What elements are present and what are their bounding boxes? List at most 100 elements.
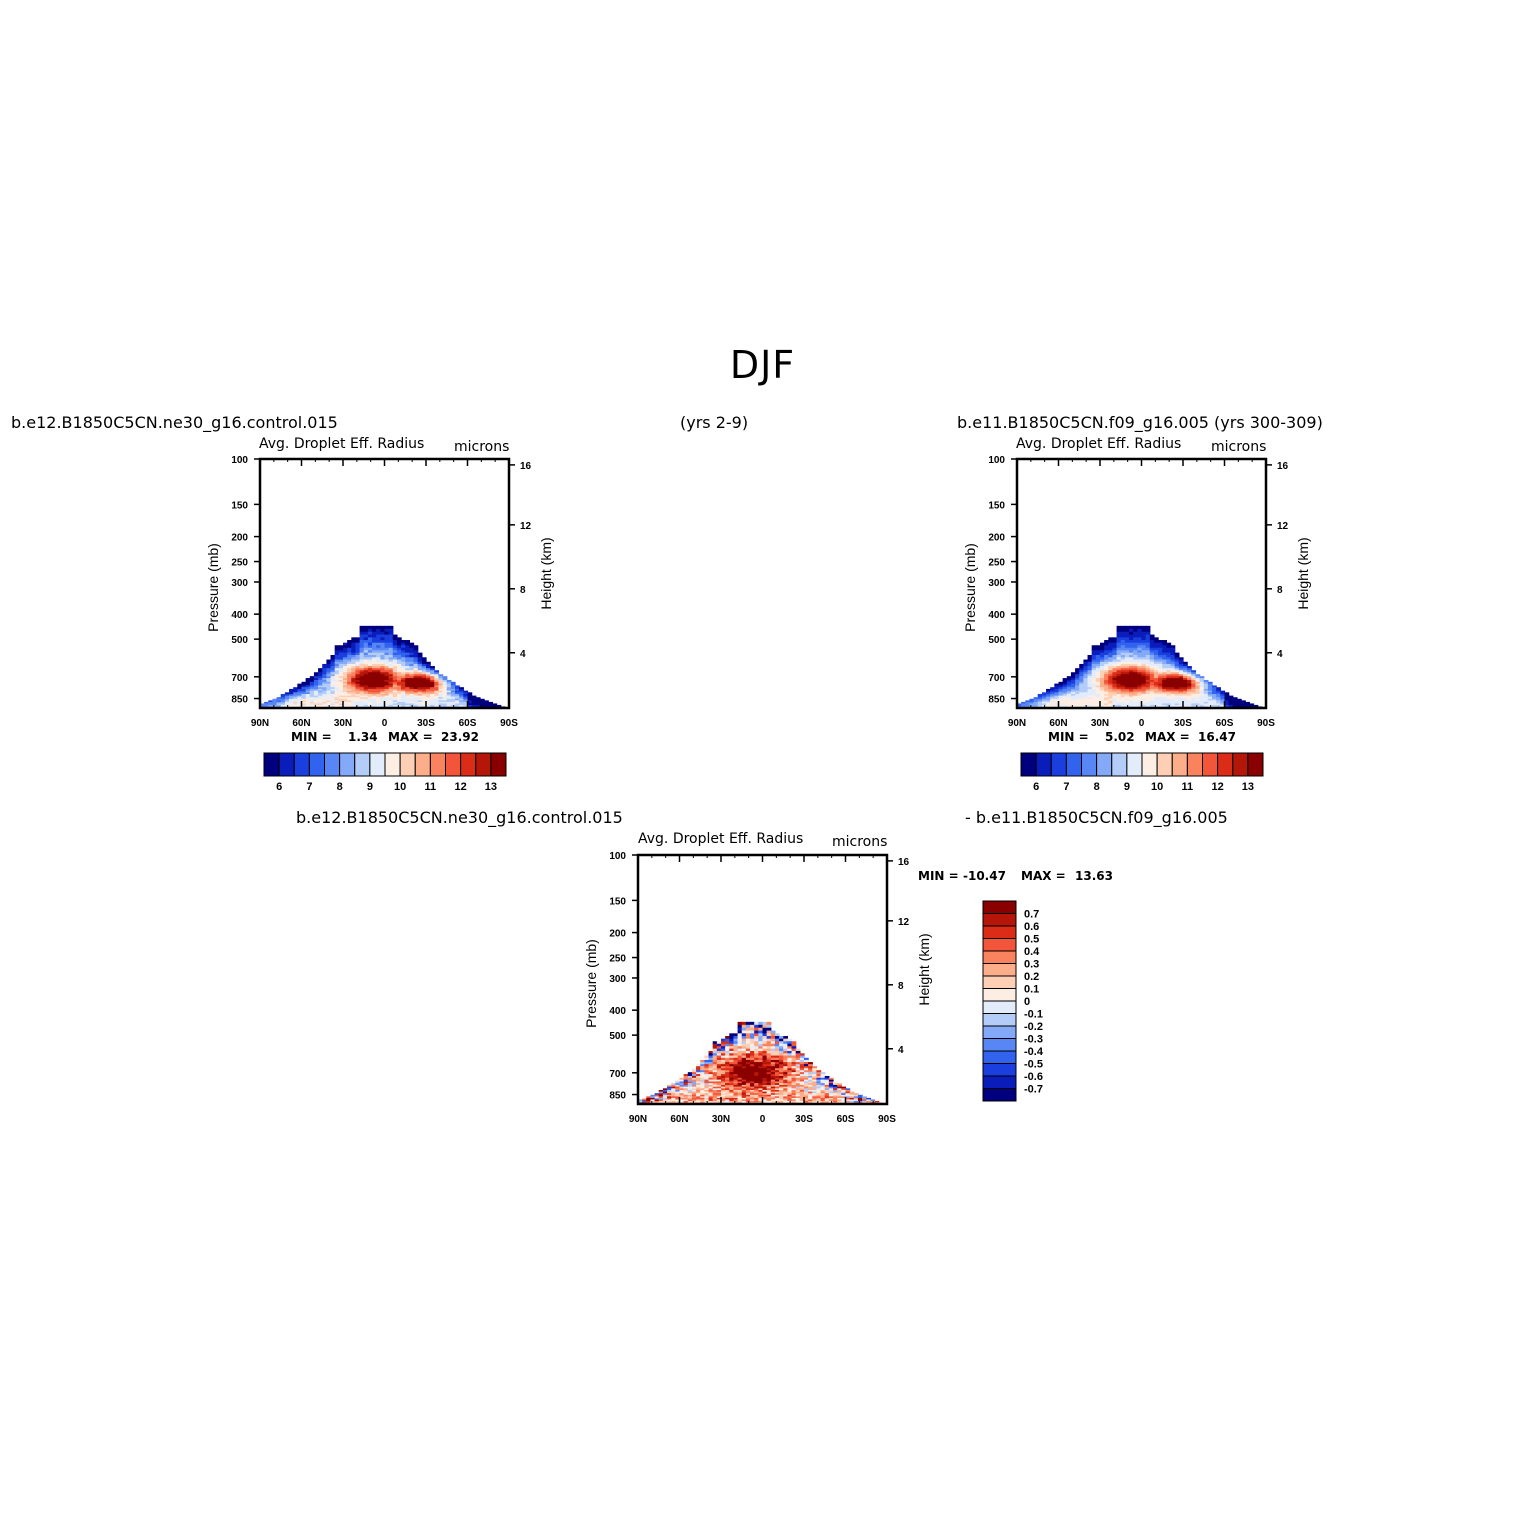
field-cell xyxy=(1050,704,1055,708)
field-cell xyxy=(725,1066,730,1069)
field-cell xyxy=(1166,701,1172,705)
field-cell xyxy=(396,690,402,693)
field-cell xyxy=(301,700,307,703)
field-cell xyxy=(766,1097,772,1101)
field-cell xyxy=(351,687,357,690)
field-cell xyxy=(1104,672,1109,675)
field-cell xyxy=(700,1088,705,1091)
field-cell xyxy=(417,698,423,701)
field-cell xyxy=(1162,700,1167,703)
field-cell xyxy=(396,703,402,706)
field-cell xyxy=(799,1100,805,1104)
field-cell xyxy=(774,1099,780,1102)
field-cell xyxy=(1145,650,1151,654)
field-cell xyxy=(326,700,332,703)
field-cell xyxy=(799,1074,805,1077)
field-cell xyxy=(1070,698,1076,701)
field-cell xyxy=(770,1072,776,1075)
field-cell xyxy=(413,674,419,677)
colorbar-label: -0.4 xyxy=(1024,1046,1044,1058)
field-cell xyxy=(409,687,415,690)
field-cell xyxy=(417,687,423,690)
field-cell xyxy=(305,698,311,701)
field-cell xyxy=(741,1084,747,1088)
field-cell xyxy=(426,679,431,683)
field-cell xyxy=(318,676,323,679)
field-cell xyxy=(330,666,336,669)
x-tick-label: 90N xyxy=(629,1114,647,1125)
field-cell xyxy=(309,693,315,697)
field-cell xyxy=(1166,674,1172,677)
field-cell xyxy=(741,1055,747,1059)
field-cell xyxy=(363,681,369,685)
field-cell xyxy=(745,1083,751,1086)
field-cell xyxy=(376,701,381,705)
field-cell xyxy=(388,647,394,651)
field-cell xyxy=(1129,678,1134,681)
field-cell xyxy=(667,1089,672,1093)
field-cell xyxy=(1046,692,1051,695)
field-cell xyxy=(1153,650,1159,654)
field-cell xyxy=(284,701,290,705)
field-cell xyxy=(367,647,373,651)
field-cell xyxy=(725,1083,730,1086)
field-cell xyxy=(359,642,365,646)
field-cell xyxy=(1203,679,1209,683)
field-cell xyxy=(766,1086,772,1089)
field-cell xyxy=(446,703,452,706)
field-cell xyxy=(745,1021,751,1026)
field-cell xyxy=(363,679,369,683)
field-cell xyxy=(716,1064,722,1067)
field-cell xyxy=(1116,679,1122,683)
field-cell xyxy=(1079,693,1084,697)
field-cell xyxy=(413,654,419,658)
field-cell xyxy=(833,1097,838,1101)
field-cell xyxy=(351,666,357,669)
field-cell xyxy=(1158,693,1163,697)
field-cell xyxy=(837,1096,842,1099)
field-cell xyxy=(359,628,365,633)
field-cell xyxy=(837,1086,842,1089)
field-cell xyxy=(712,1041,718,1045)
field-cell xyxy=(770,1084,776,1088)
field-cell xyxy=(405,688,410,692)
field-cell xyxy=(363,672,369,675)
field-cell xyxy=(1075,704,1080,708)
field-cell xyxy=(687,1084,693,1088)
field-cell xyxy=(750,1088,755,1091)
field-cell xyxy=(396,654,402,658)
field-cell xyxy=(396,676,402,679)
field-cell xyxy=(1104,690,1109,693)
field-cell xyxy=(791,1083,797,1086)
field-cell xyxy=(712,1074,718,1077)
field-cell xyxy=(1112,647,1118,651)
field-cell xyxy=(758,1038,764,1042)
field-cell xyxy=(791,1074,797,1077)
field-cell xyxy=(359,668,365,671)
field-cell xyxy=(1183,701,1188,705)
field-cell xyxy=(1158,663,1163,667)
field-cell xyxy=(841,1096,847,1099)
field-cell xyxy=(1066,692,1072,695)
field-cell xyxy=(1104,697,1109,700)
field-cell xyxy=(334,703,340,706)
field-cell xyxy=(866,1099,871,1102)
field-cell xyxy=(1178,700,1184,703)
field-cell xyxy=(276,700,282,703)
field-cell xyxy=(334,650,340,654)
field-cell xyxy=(318,703,323,706)
field-cell xyxy=(708,1084,714,1088)
field-cell xyxy=(1153,661,1159,665)
field-cell xyxy=(1199,698,1205,701)
field-cell xyxy=(754,1033,759,1037)
field-cell xyxy=(1137,647,1143,651)
field-cell xyxy=(326,674,332,677)
field-cell xyxy=(1066,701,1072,705)
field-cell xyxy=(750,1033,755,1037)
field-cell xyxy=(363,687,369,690)
field-cell xyxy=(1124,692,1130,695)
field-cell xyxy=(733,1093,739,1096)
field-cell xyxy=(1191,697,1197,700)
field-cell xyxy=(1137,642,1143,646)
field-cell xyxy=(260,704,265,708)
